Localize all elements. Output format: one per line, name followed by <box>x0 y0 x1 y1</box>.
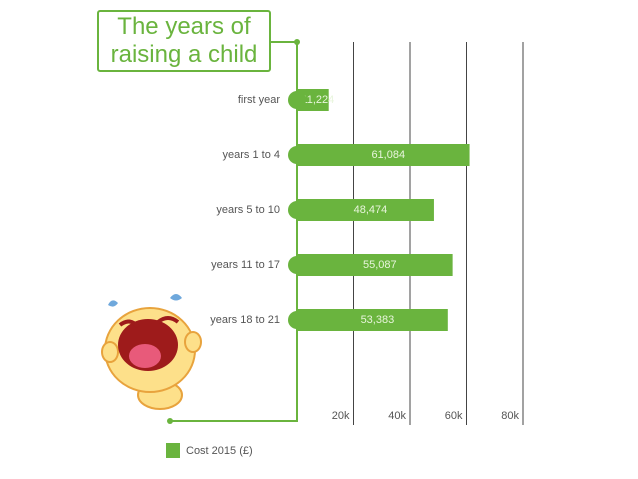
dot <box>167 418 173 424</box>
bar <box>297 309 448 331</box>
y-tick-label: years 5 to 10 <box>216 204 280 216</box>
legend-label: Cost 2015 (£) <box>186 445 253 457</box>
y-tick-label: years 1 to 4 <box>223 149 280 161</box>
bar <box>297 199 434 221</box>
y-tick-label: first year <box>238 94 281 106</box>
category-dot <box>288 201 306 219</box>
category-dot <box>288 256 306 274</box>
x-tick-label: 40k <box>388 410 406 422</box>
value-label: 55,087 <box>363 259 397 271</box>
y-tick-label: years 18 to 21 <box>210 314 280 326</box>
value-label: 61,084 <box>371 149 405 161</box>
legend-swatch <box>166 443 180 458</box>
y-tick-label: years 11 to 17 <box>211 259 280 271</box>
value-label: 11,224 <box>301 94 334 106</box>
bar <box>297 254 453 276</box>
chart-title: The years of raising a child <box>97 10 271 72</box>
bar <box>297 144 470 166</box>
bar <box>297 89 329 111</box>
dot <box>294 39 300 45</box>
category-dot <box>288 146 306 164</box>
x-tick-label: 60k <box>445 410 463 422</box>
category-dot <box>288 91 306 109</box>
value-label: 48,474 <box>354 204 388 216</box>
x-tick-label: 20k <box>332 410 350 422</box>
axis-line <box>170 42 298 422</box>
category-dot <box>288 311 306 329</box>
value-label: 53,383 <box>361 314 395 326</box>
baby-illustration <box>101 294 202 410</box>
x-tick-label: 80k <box>501 410 519 422</box>
